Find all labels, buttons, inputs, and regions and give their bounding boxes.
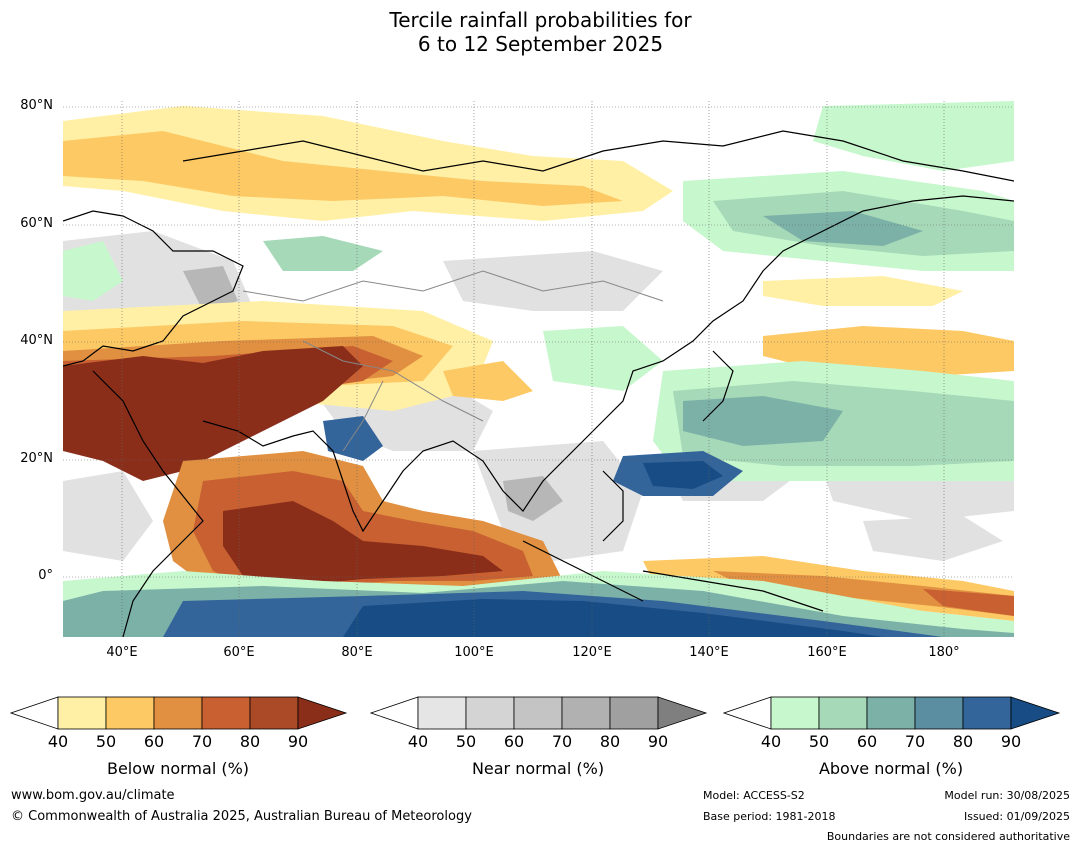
lon-label-120e: 120°E — [572, 645, 612, 660]
lat-label-40n: 40°N — [20, 333, 53, 348]
near-tick-80: 80 — [599, 732, 621, 751]
country-borders — [242, 270, 664, 452]
colorbar-under-triangle — [370, 696, 419, 730]
above-tick-80: 80 — [952, 732, 974, 751]
lat-label-0: 0° — [38, 568, 53, 583]
below-normal-regions — [63, 106, 1014, 621]
lon-label-140e: 140°E — [689, 645, 729, 660]
colorbar-under-triangle — [723, 696, 772, 730]
copyright-text: © Commonwealth of Australia 2025, Austra… — [11, 809, 472, 824]
lat-label-60n: 60°N — [20, 216, 53, 231]
colorbar-segment — [153, 696, 203, 730]
below-tick-80: 80 — [239, 732, 261, 751]
colorbar-segment — [770, 696, 820, 730]
near-tick-60: 60 — [503, 732, 525, 751]
title-line-2: 6 to 12 September 2025 — [417, 32, 664, 56]
colorbar-segment — [818, 696, 868, 730]
base-period-text: Base period: 1981-2018 — [703, 810, 836, 823]
above-normal-regions — [63, 101, 1014, 637]
below-tick-40: 40 — [47, 732, 69, 751]
lon-label-80e: 80°E — [341, 645, 373, 660]
lon-label-160e: 160°E — [807, 645, 847, 660]
above-tick-70: 70 — [904, 732, 926, 751]
model-run-text: Model run: 30/08/2025 — [944, 789, 1070, 802]
below-normal-title: Below normal (%) — [106, 759, 250, 778]
coastlines — [63, 130, 1014, 637]
colorbar-segment — [417, 696, 467, 730]
colorbar-segment — [105, 696, 155, 730]
colorbar-segment — [513, 696, 563, 730]
colorbar-segment — [609, 696, 659, 730]
above-tick-40: 40 — [760, 732, 782, 751]
near-tick-40: 40 — [407, 732, 429, 751]
below-normal-colorbar — [10, 696, 348, 730]
lon-label-60e: 60°E — [223, 645, 255, 660]
above-normal-title: Above normal (%) — [818, 759, 964, 778]
lon-label-40e: 40°E — [106, 645, 138, 660]
model-text: Model: ACCESS-S2 — [703, 789, 805, 802]
colorbar-over-triangle — [297, 696, 348, 730]
graticule — [63, 101, 1014, 637]
title-line-1: Tercile rainfall probabilities for — [389, 8, 692, 32]
colorbar-segment — [962, 696, 1012, 730]
below-tick-70: 70 — [191, 732, 213, 751]
colorbar-segment — [866, 696, 916, 730]
near-normal-title: Near normal (%) — [471, 759, 605, 778]
colorbar-segment — [561, 696, 611, 730]
colorbar-under-triangle — [10, 696, 59, 730]
issued-text: Issued: 01/09/2025 — [963, 810, 1070, 823]
near-tick-90: 90 — [647, 732, 669, 751]
lat-label-80n: 80°N — [20, 98, 53, 113]
colorbar-segment — [57, 696, 107, 730]
below-tick-60: 60 — [143, 732, 165, 751]
colorbar-over-triangle — [1010, 696, 1061, 730]
above-normal-colorbar — [723, 696, 1061, 730]
lon-label-180: 180° — [928, 645, 960, 660]
lon-label-100e: 100°E — [454, 645, 494, 660]
colorbar-segment — [201, 696, 251, 730]
below-tick-90: 90 — [287, 732, 309, 751]
above-tick-90: 90 — [1000, 732, 1022, 751]
near-tick-50: 50 — [455, 732, 477, 751]
colorbar-segment — [465, 696, 515, 730]
near-tick-70: 70 — [551, 732, 573, 751]
near-normal-colorbar — [370, 696, 708, 730]
below-tick-50: 50 — [95, 732, 117, 751]
website-link[interactable]: www.bom.gov.au/climate — [11, 788, 175, 803]
map-title: Tercile rainfall probabilities for 6 to … — [0, 8, 1081, 56]
above-tick-50: 50 — [808, 732, 830, 751]
colorbar-segment — [914, 696, 964, 730]
above-tick-60: 60 — [856, 732, 878, 751]
map-canvas — [63, 101, 1014, 637]
disclaimer-text: Boundaries are not considered authoritat… — [826, 830, 1070, 843]
colorbar-over-triangle — [657, 696, 708, 730]
probability-map — [63, 101, 1014, 637]
colorbar-segment — [249, 696, 299, 730]
lat-label-20n: 20°N — [20, 451, 53, 466]
